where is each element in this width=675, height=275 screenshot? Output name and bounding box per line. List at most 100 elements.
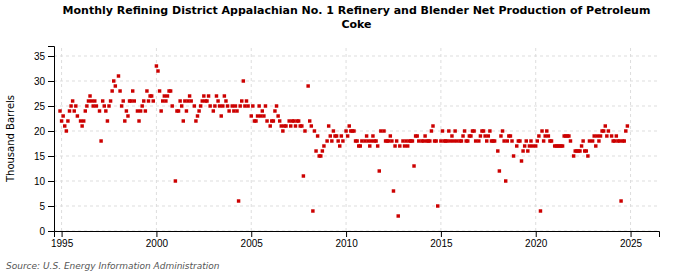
point bbox=[169, 89, 172, 92]
tick-label: 5 bbox=[39, 201, 45, 212]
point bbox=[447, 129, 450, 132]
point bbox=[482, 129, 485, 132]
title-line: Coke bbox=[341, 18, 371, 31]
point bbox=[110, 89, 113, 92]
point bbox=[523, 144, 526, 147]
tick: 2010 bbox=[335, 231, 358, 249]
point bbox=[166, 94, 169, 97]
grid-line bbox=[61, 46, 62, 231]
point bbox=[61, 114, 64, 117]
point bbox=[455, 139, 458, 142]
tick-mark bbox=[48, 106, 54, 107]
point bbox=[287, 119, 290, 122]
tick-mark bbox=[631, 231, 632, 237]
point bbox=[84, 109, 87, 112]
point bbox=[439, 139, 442, 142]
point bbox=[624, 129, 627, 132]
point bbox=[371, 134, 374, 137]
point bbox=[186, 99, 189, 102]
point bbox=[60, 119, 63, 122]
point bbox=[340, 134, 343, 137]
point bbox=[129, 99, 132, 102]
point bbox=[254, 119, 257, 122]
point bbox=[221, 104, 224, 107]
point bbox=[80, 124, 83, 127]
point bbox=[330, 139, 333, 142]
point bbox=[605, 134, 608, 137]
point bbox=[406, 144, 409, 147]
point bbox=[401, 139, 404, 142]
point bbox=[528, 144, 531, 147]
point bbox=[114, 84, 117, 87]
point bbox=[66, 119, 69, 122]
tick-mark bbox=[156, 231, 157, 237]
point bbox=[363, 139, 366, 142]
point bbox=[306, 84, 309, 87]
point bbox=[159, 109, 162, 112]
point bbox=[264, 104, 267, 107]
point bbox=[387, 139, 390, 142]
point bbox=[201, 99, 204, 102]
point bbox=[550, 139, 553, 142]
point bbox=[107, 104, 110, 107]
point bbox=[294, 124, 297, 127]
grid-line bbox=[54, 106, 659, 107]
point bbox=[131, 89, 134, 92]
point bbox=[273, 109, 276, 112]
point bbox=[251, 104, 254, 107]
point bbox=[450, 134, 453, 137]
point bbox=[561, 144, 564, 147]
point bbox=[137, 119, 140, 122]
point bbox=[393, 144, 396, 147]
point bbox=[164, 99, 167, 102]
point bbox=[237, 199, 240, 202]
point bbox=[509, 134, 512, 137]
point bbox=[510, 139, 513, 142]
grid-line bbox=[54, 206, 659, 207]
tick-label: 2005 bbox=[241, 238, 264, 249]
point bbox=[314, 149, 317, 152]
point bbox=[158, 89, 161, 92]
point bbox=[144, 109, 147, 112]
point bbox=[161, 99, 164, 102]
point bbox=[581, 139, 584, 142]
point bbox=[65, 129, 68, 132]
point bbox=[452, 139, 455, 142]
point bbox=[365, 134, 368, 137]
point bbox=[213, 104, 216, 107]
point bbox=[155, 64, 158, 67]
point bbox=[189, 99, 192, 102]
grid-line bbox=[346, 46, 347, 231]
tick-label: 1995 bbox=[51, 238, 74, 249]
point bbox=[483, 134, 486, 137]
point bbox=[479, 134, 482, 137]
point bbox=[602, 129, 605, 132]
point bbox=[136, 109, 139, 112]
point bbox=[411, 139, 414, 142]
point bbox=[297, 119, 300, 122]
point bbox=[322, 144, 325, 147]
point bbox=[586, 154, 589, 157]
point bbox=[506, 139, 509, 142]
point bbox=[327, 124, 330, 127]
point bbox=[90, 99, 93, 102]
point bbox=[545, 129, 548, 132]
point bbox=[499, 134, 502, 137]
tick-mark bbox=[48, 156, 54, 157]
point bbox=[103, 104, 106, 107]
point bbox=[227, 109, 230, 112]
point bbox=[542, 139, 545, 142]
point bbox=[520, 159, 523, 162]
grid-line bbox=[156, 46, 157, 231]
point bbox=[460, 139, 463, 142]
tick-mark bbox=[536, 231, 537, 237]
point bbox=[623, 139, 626, 142]
point bbox=[121, 99, 124, 102]
point bbox=[180, 104, 183, 107]
point bbox=[185, 109, 188, 112]
point bbox=[588, 139, 591, 142]
point bbox=[398, 144, 401, 147]
point bbox=[163, 94, 166, 97]
grid-line bbox=[535, 46, 536, 231]
point bbox=[604, 124, 607, 127]
